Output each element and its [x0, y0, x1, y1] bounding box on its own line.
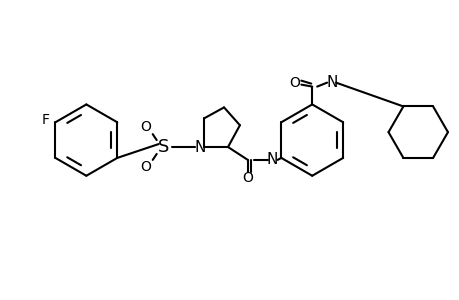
Text: O: O [288, 76, 299, 90]
Text: N: N [325, 75, 337, 90]
Text: O: O [242, 171, 253, 185]
Text: N: N [266, 152, 278, 167]
Text: S: S [157, 138, 169, 156]
Text: O: O [140, 120, 151, 134]
Text: F: F [41, 113, 50, 127]
Text: N: N [194, 140, 206, 154]
Text: O: O [140, 160, 151, 174]
